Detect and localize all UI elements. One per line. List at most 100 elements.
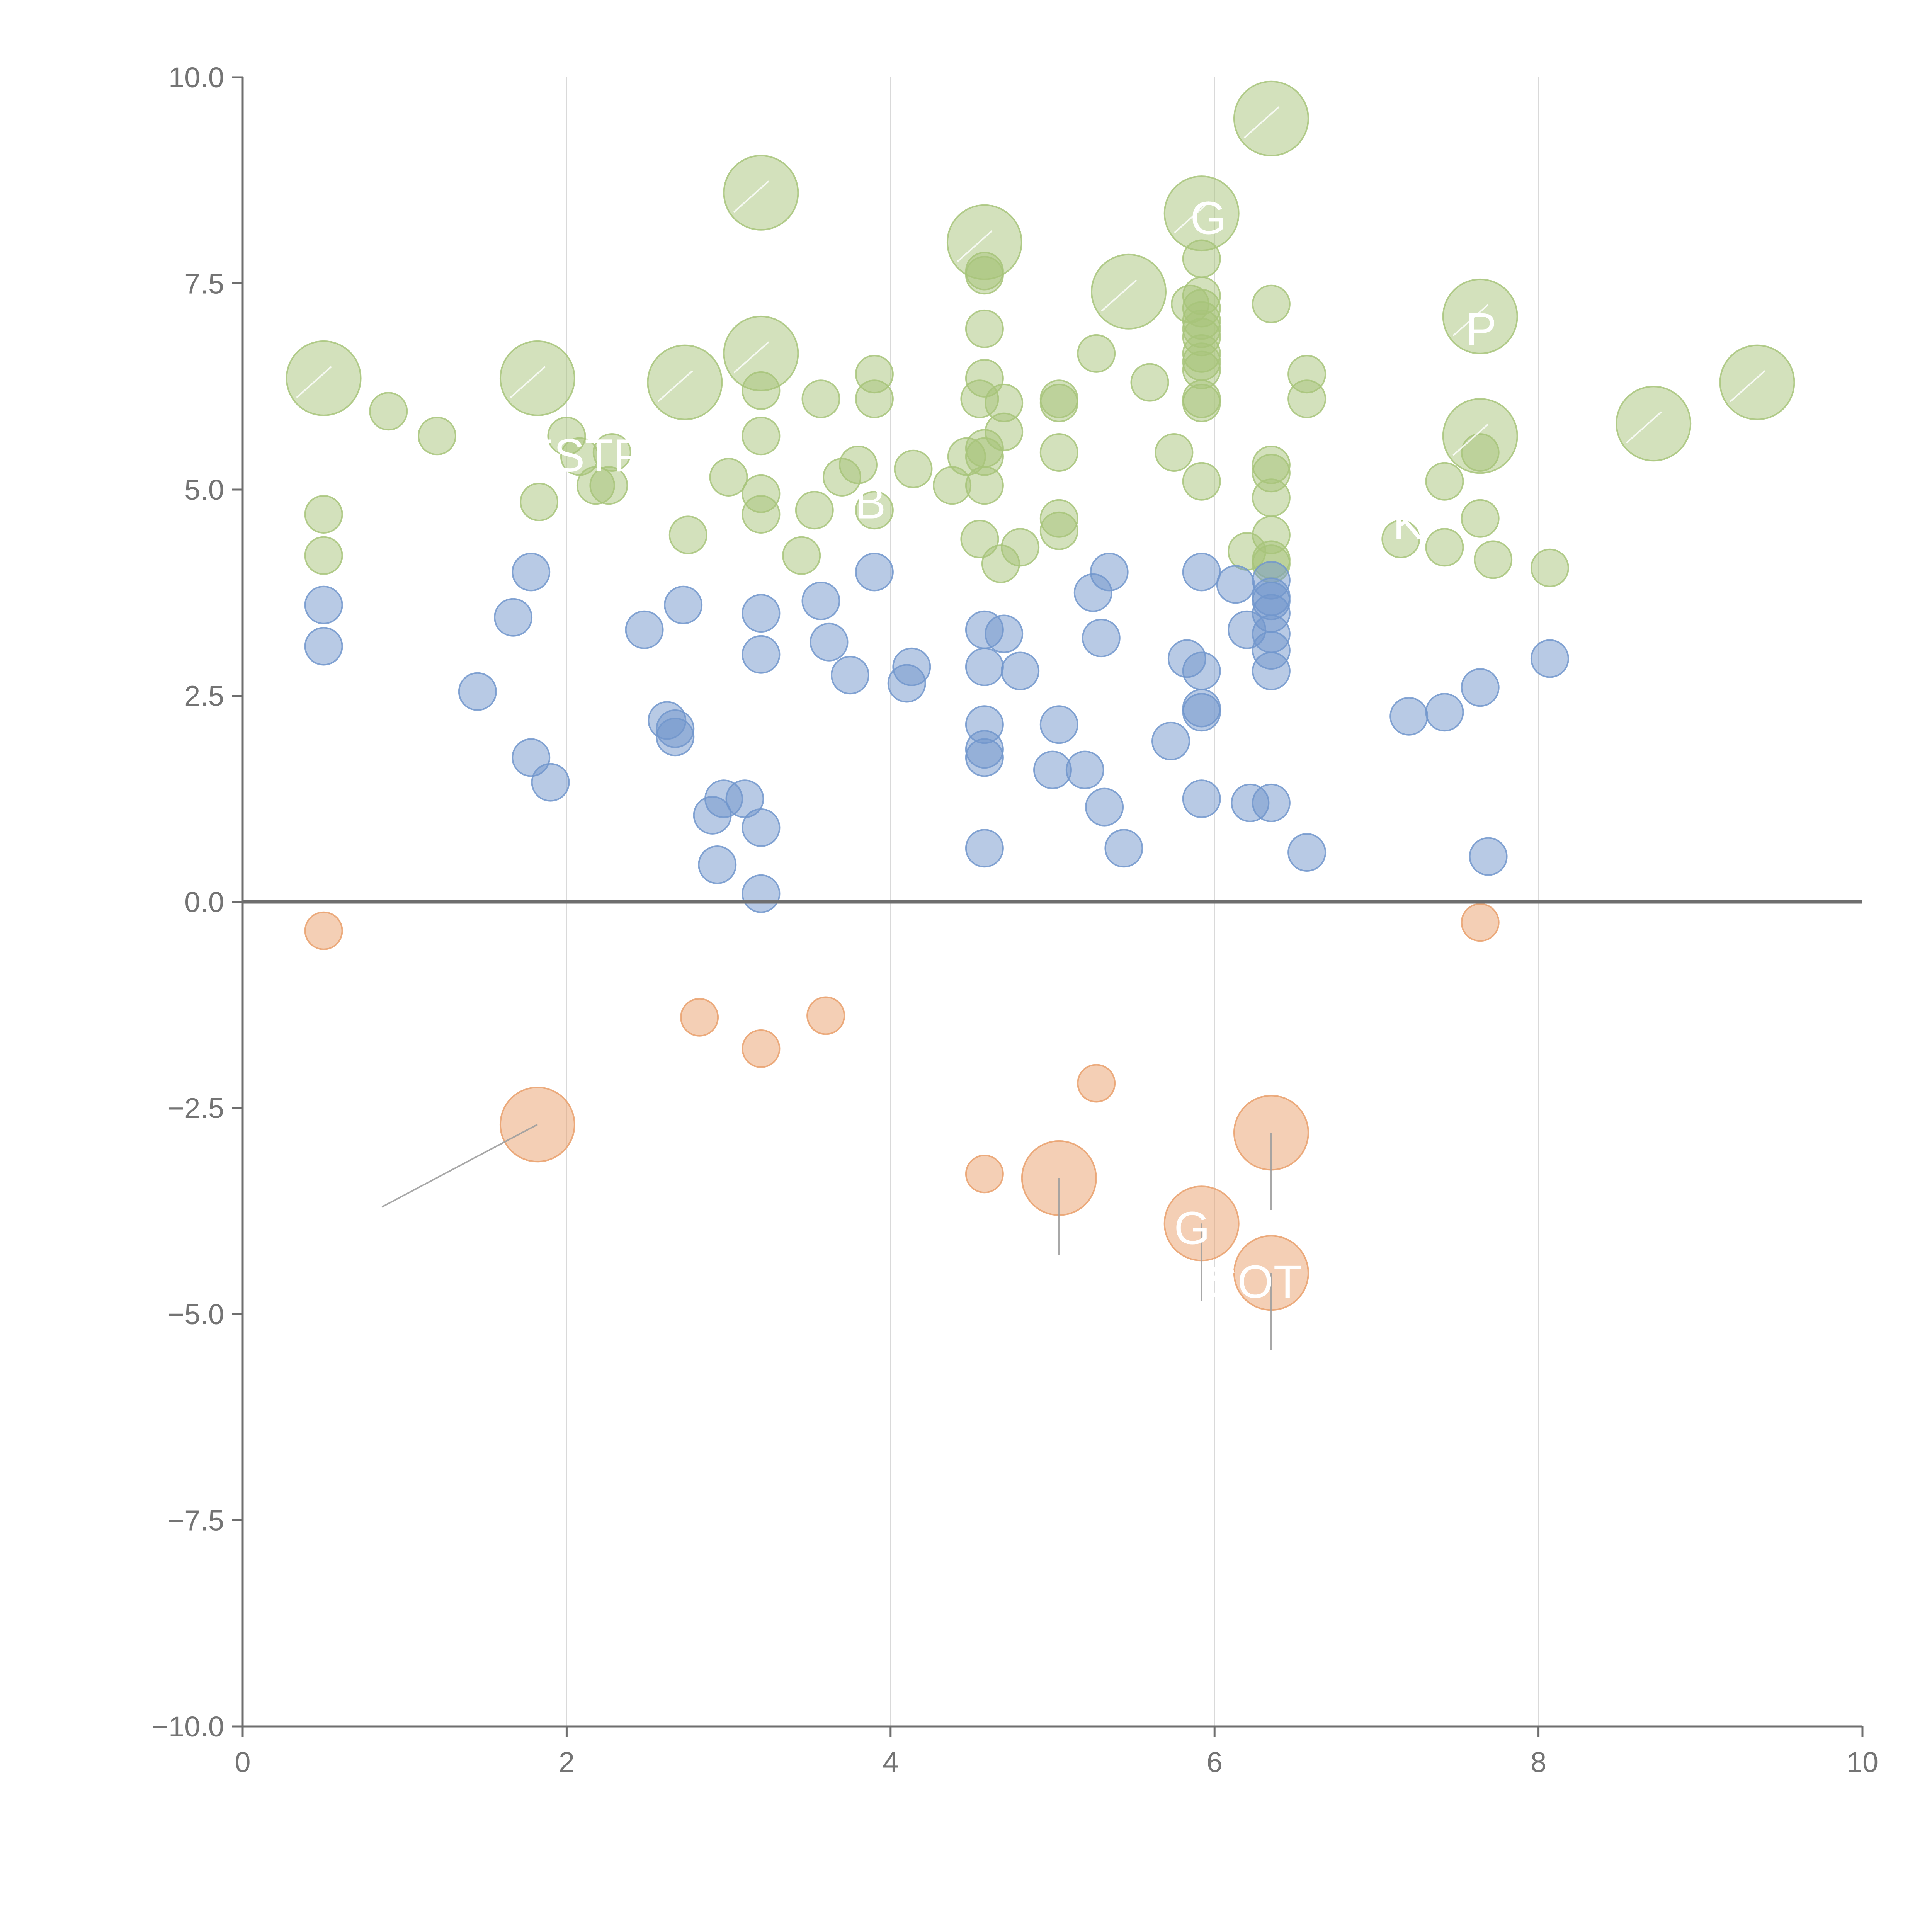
leader-line	[733, 341, 769, 374]
bubble-point	[1065, 750, 1104, 789]
bubble-point	[965, 738, 1004, 777]
x-tick-label: 6	[1207, 1746, 1223, 1778]
bubble-point	[1155, 433, 1194, 472]
bubble-point	[1182, 553, 1221, 592]
leader-line	[510, 366, 546, 398]
bubble-point	[801, 582, 840, 621]
bubble-point	[742, 495, 781, 534]
x-tick-label: 8	[1531, 1746, 1546, 1778]
bubble-point	[1182, 651, 1221, 690]
bubble-point	[831, 656, 869, 695]
bubble-point	[1182, 239, 1221, 278]
bubble-point	[1469, 837, 1508, 876]
bubble-point	[723, 155, 799, 231]
bubble-point	[304, 536, 343, 575]
y-tick-label: 2.5	[184, 680, 224, 712]
bubble-point	[1461, 433, 1500, 472]
bubble-point	[1104, 829, 1143, 868]
leader-line	[1174, 201, 1210, 233]
x-tick-label: 4	[883, 1746, 898, 1778]
y-tick-label: −2.5	[168, 1092, 224, 1124]
bubble-point	[894, 449, 933, 488]
bubble-point	[1252, 284, 1291, 323]
bubble-point	[1091, 253, 1167, 330]
bubble-point	[369, 392, 408, 431]
bubble-point	[1090, 553, 1129, 592]
bubble-point	[742, 1029, 781, 1068]
bubble-point	[304, 585, 343, 624]
bubble-point	[1039, 433, 1078, 472]
bubble-point	[286, 340, 362, 416]
bubble-point	[458, 672, 497, 711]
annotation-label: P	[1466, 304, 1497, 355]
x-tick-label: 0	[235, 1746, 250, 1778]
annotation-label: B	[855, 477, 886, 529]
bubble-point	[520, 483, 559, 521]
bubble-point	[1151, 721, 1190, 760]
bubble-point	[839, 446, 878, 484]
leader-lines	[296, 106, 1765, 1350]
annotation-label: K	[1393, 497, 1423, 549]
bubble-point	[1381, 520, 1420, 558]
annotation-label: G	[1190, 192, 1226, 244]
bubble-point	[801, 379, 840, 418]
bubble-point	[965, 829, 1004, 868]
y-tick-label: −7.5	[168, 1505, 224, 1537]
bubble-point	[1287, 833, 1327, 872]
bubble-point	[1033, 750, 1072, 789]
bubble-point	[698, 845, 737, 884]
bubble-point	[1616, 386, 1692, 462]
bubble-point	[742, 635, 781, 674]
bubble-point	[742, 594, 781, 633]
bubble-point	[494, 598, 533, 637]
bubble-point	[1461, 903, 1500, 942]
bubble-point	[1182, 693, 1221, 732]
leader-line	[1243, 106, 1280, 139]
leader-line	[1101, 279, 1137, 312]
bubble-point	[960, 520, 999, 558]
bubble-point	[795, 491, 834, 530]
annotation-label: ESTP	[523, 430, 644, 481]
annotation-label: E	[887, 221, 918, 273]
bubble-point	[625, 610, 664, 649]
bubble-point	[1425, 462, 1464, 501]
bubble-point	[855, 553, 894, 592]
bubble-point	[1252, 478, 1291, 517]
bubble-point	[1233, 80, 1309, 156]
bubble-point	[664, 585, 703, 624]
bubble-point	[709, 458, 748, 497]
bubble-point	[647, 344, 723, 420]
bubble-point	[855, 491, 894, 530]
bubble-point	[1182, 383, 1221, 422]
leader-line	[1626, 411, 1662, 444]
bubble-point	[1130, 363, 1169, 402]
leader-line	[296, 366, 332, 398]
bubble-point	[1389, 697, 1429, 736]
bubble-point	[742, 808, 781, 847]
y-tick-label: −10.0	[152, 1711, 224, 1743]
bubble-point	[806, 996, 845, 1035]
bubble-point	[1252, 651, 1291, 690]
bubble-point	[782, 536, 821, 575]
bubble-point	[1461, 668, 1500, 707]
bubble-point	[1252, 783, 1291, 822]
bubble-point	[531, 763, 570, 802]
bubble-point	[1287, 379, 1327, 418]
y-tick-label: 10.0	[168, 61, 224, 94]
bubble-point	[680, 998, 719, 1037]
bubble-point	[965, 647, 1004, 686]
bubble-point	[985, 614, 1024, 653]
x-tick-label: 2	[559, 1746, 575, 1778]
annotation-label: G	[1174, 1202, 1210, 1254]
y-tick-label: 0.0	[184, 886, 224, 918]
bubble-point	[512, 553, 551, 592]
leader-line	[1452, 423, 1489, 456]
bubble-point	[810, 622, 849, 662]
leader-line	[1730, 370, 1765, 403]
bubble-point	[965, 309, 1004, 348]
bubble-point	[965, 466, 1004, 505]
bubble-point	[1530, 548, 1569, 587]
bubble-point	[304, 495, 343, 534]
